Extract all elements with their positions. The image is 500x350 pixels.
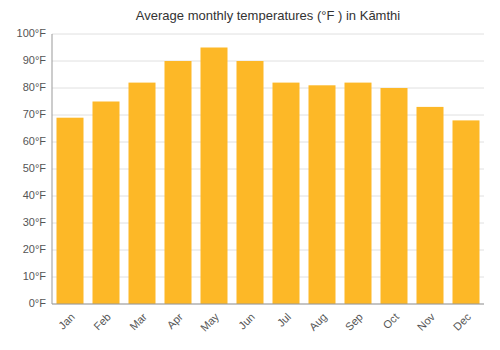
y-tick-label: 10°F: [23, 270, 47, 282]
x-tick-label: Sep: [343, 311, 365, 333]
y-tick-label: 0°F: [29, 297, 47, 309]
y-tick-label: 50°F: [23, 162, 47, 174]
x-tick-label: Jul: [275, 311, 293, 329]
y-axis: 0°F 10°F 20°F 30°F 40°F 50°F 60°F 70°F 80°F 90°F 1…: [17, 27, 47, 309]
x-tick-label: Jan: [56, 311, 77, 332]
x-tick-label: Aug: [307, 311, 329, 333]
bar: [345, 83, 372, 304]
y-tick-label: 20°F: [23, 243, 47, 255]
grid: [52, 34, 484, 304]
title: Average monthly temperatures (°F ) in Kā…: [136, 8, 400, 23]
x-tick-label: Jun: [236, 311, 257, 332]
y-tick-label: 80°F: [23, 81, 47, 93]
bar: [93, 102, 120, 305]
x-tick-label: Dec: [451, 310, 474, 333]
bar: [165, 61, 192, 304]
x-axis: Jan Feb Mar Apr May Jun Jul Aug Sep Oct Nov Dec: [56, 310, 473, 334]
y-tick-label: 40°F: [23, 189, 47, 201]
y-tick-label: 90°F: [23, 54, 47, 66]
x-tick-label: Apr: [164, 310, 185, 331]
bar: [273, 83, 300, 304]
bar: [381, 88, 408, 304]
chart: 0°F 10°F 20°F 30°F 40°F 50°F 60°F 70°F 80°F 90°F 1…: [0, 0, 500, 350]
grid-line: [52, 34, 484, 35]
bar: [201, 48, 228, 305]
x-tick-label: Feb: [91, 311, 113, 333]
y-tick-label: 60°F: [23, 135, 47, 147]
x-tick-label: Nov: [415, 310, 438, 333]
bar: [309, 85, 336, 304]
chart-container: 0°F 10°F 20°F 30°F 40°F 50°F 60°F 70°F 80°F 90°F 1…: [0, 0, 500, 350]
x-tick-label: Mar: [127, 310, 149, 332]
x-tick-label: May: [198, 310, 222, 334]
bar: [417, 107, 444, 304]
bar: [129, 83, 156, 304]
y-tick-label: 70°F: [23, 108, 47, 120]
bar: [57, 118, 84, 304]
bar: [237, 61, 264, 304]
bars: [57, 48, 480, 305]
bar: [453, 120, 480, 304]
grid-line: [52, 88, 484, 89]
grid-line: [52, 304, 484, 305]
y-tick-label: 30°F: [23, 216, 47, 228]
y-tick-label: 100°F: [17, 27, 47, 39]
y-axis-line: [52, 34, 53, 304]
x-tick-label: Oct: [380, 311, 401, 332]
grid-line: [52, 61, 484, 62]
x-axis-line: [52, 304, 484, 305]
